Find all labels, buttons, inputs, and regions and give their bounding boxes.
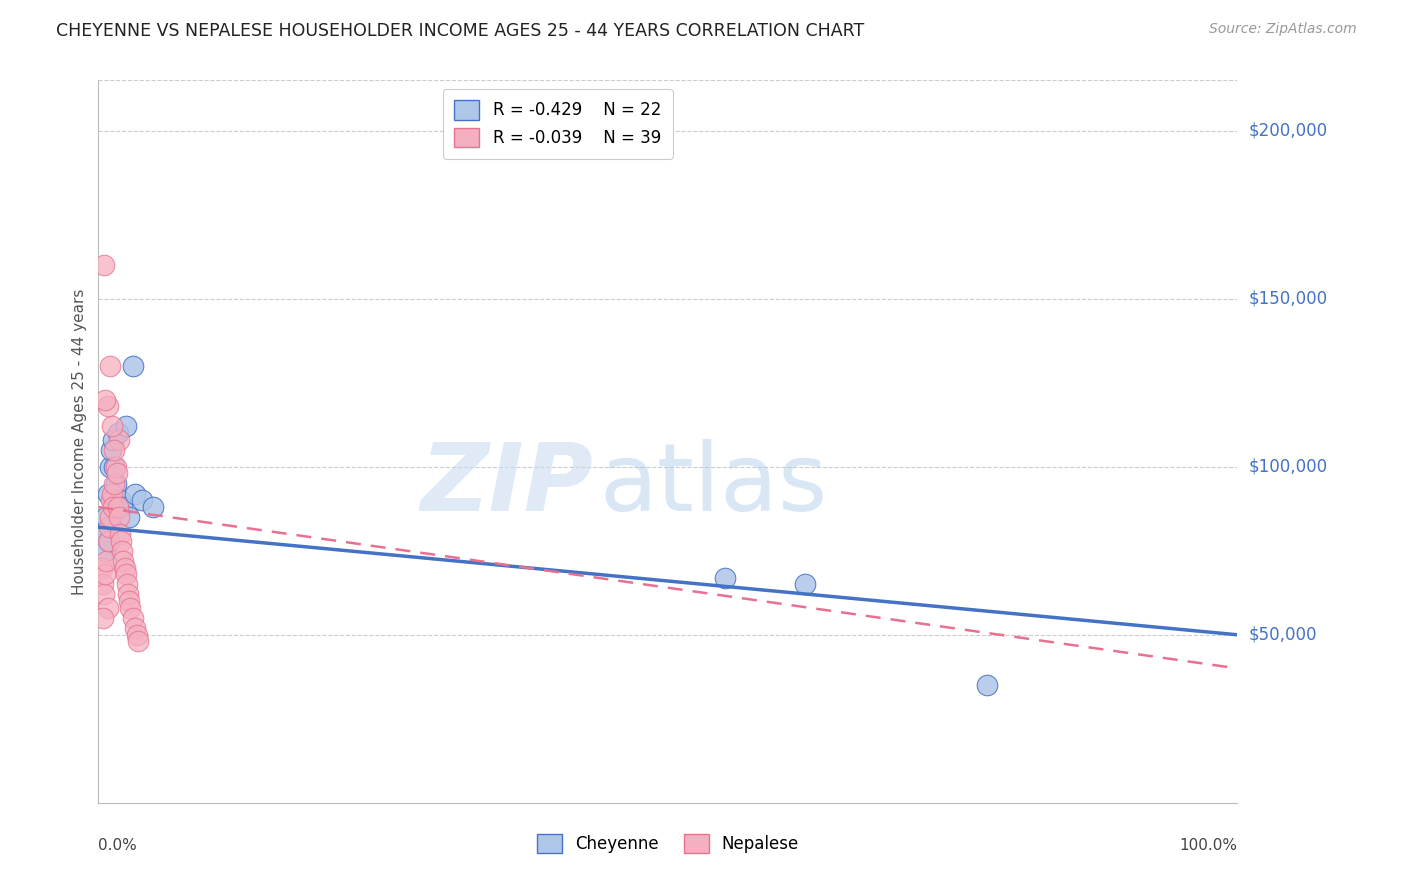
- Point: [114, 419, 136, 434]
- Point: [108, 527, 131, 541]
- Point: [101, 486, 124, 500]
- Point: [142, 500, 165, 514]
- Point: [101, 419, 124, 434]
- Text: $100,000: $100,000: [1249, 458, 1327, 475]
- Point: [124, 486, 146, 500]
- Point: [98, 359, 121, 373]
- Point: [976, 678, 998, 692]
- Point: [117, 587, 139, 601]
- Point: [96, 486, 118, 500]
- Point: [91, 577, 114, 591]
- Point: [124, 621, 146, 635]
- Point: [94, 392, 117, 407]
- Point: [96, 554, 118, 568]
- Point: [107, 426, 129, 441]
- Point: [93, 587, 115, 601]
- Point: [96, 600, 118, 615]
- Point: [111, 500, 134, 514]
- Point: [107, 500, 129, 514]
- Point: [98, 510, 121, 524]
- Point: [127, 634, 149, 648]
- Text: $50,000: $50,000: [1249, 626, 1317, 644]
- Point: [94, 567, 117, 582]
- Point: [112, 554, 135, 568]
- Point: [115, 577, 138, 591]
- Point: [96, 533, 118, 548]
- Point: [103, 433, 125, 447]
- Point: [98, 459, 121, 474]
- Point: [103, 500, 125, 514]
- Point: [108, 433, 131, 447]
- Point: [103, 476, 125, 491]
- Point: [104, 459, 127, 474]
- Point: [100, 493, 122, 508]
- Point: [97, 520, 120, 534]
- Point: [91, 527, 114, 541]
- Point: [127, 628, 149, 642]
- Point: [93, 258, 115, 272]
- Text: $150,000: $150,000: [1249, 290, 1327, 308]
- Point: [90, 560, 112, 574]
- Point: [118, 594, 141, 608]
- Point: [96, 399, 118, 413]
- Point: [100, 442, 122, 457]
- Text: CHEYENNE VS NEPALESE HOUSEHOLDER INCOME AGES 25 - 44 YEARS CORRELATION CHART: CHEYENNE VS NEPALESE HOUSEHOLDER INCOME …: [56, 22, 865, 40]
- Point: [110, 533, 132, 548]
- Point: [103, 442, 125, 457]
- Point: [114, 567, 136, 582]
- Text: 100.0%: 100.0%: [1180, 838, 1237, 853]
- Text: 0.0%: 0.0%: [98, 838, 138, 853]
- Point: [108, 510, 131, 524]
- Point: [94, 543, 117, 558]
- Text: Source: ZipAtlas.com: Source: ZipAtlas.com: [1209, 22, 1357, 37]
- Point: [120, 600, 142, 615]
- Legend: Cheyenne, Nepalese: Cheyenne, Nepalese: [530, 827, 806, 860]
- Point: [121, 359, 143, 373]
- Y-axis label: Householder Income Ages 25 - 44 years: Householder Income Ages 25 - 44 years: [72, 288, 87, 595]
- Point: [108, 493, 131, 508]
- Text: ZIP: ZIP: [420, 439, 593, 531]
- Point: [131, 493, 153, 508]
- Point: [114, 560, 136, 574]
- Point: [103, 459, 125, 474]
- Point: [97, 533, 120, 548]
- Point: [96, 510, 118, 524]
- Point: [118, 510, 141, 524]
- Point: [111, 543, 134, 558]
- Text: atlas: atlas: [599, 439, 828, 531]
- Point: [793, 577, 815, 591]
- Point: [105, 467, 128, 481]
- Point: [104, 476, 127, 491]
- Text: $200,000: $200,000: [1249, 121, 1327, 140]
- Point: [121, 611, 143, 625]
- Point: [91, 611, 114, 625]
- Point: [714, 571, 737, 585]
